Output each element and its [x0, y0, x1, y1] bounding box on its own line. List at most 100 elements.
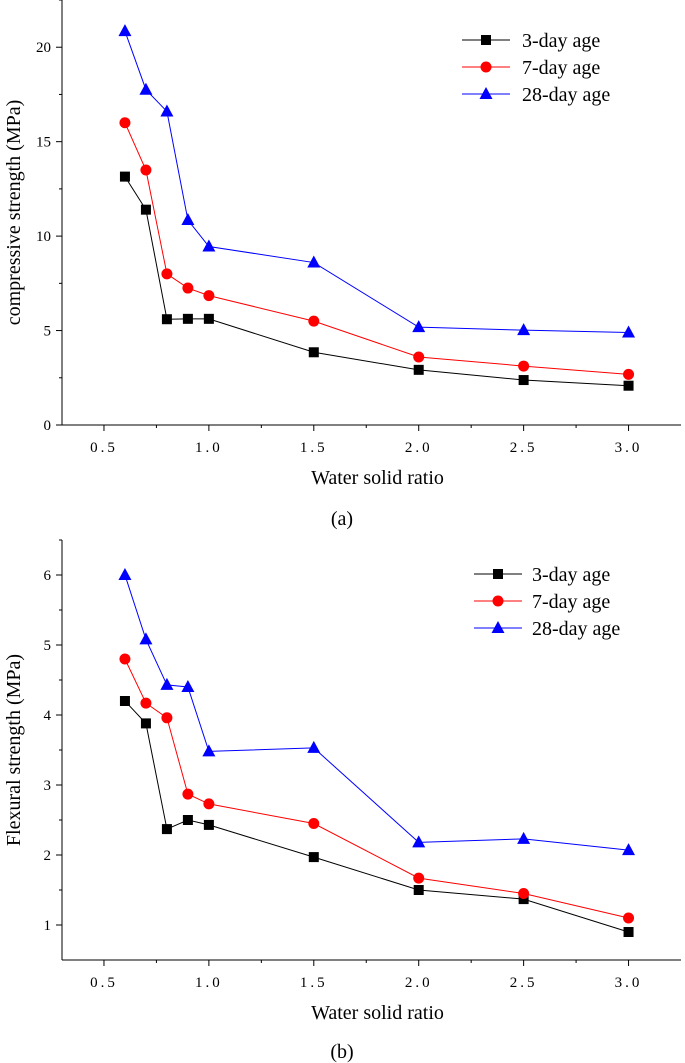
x-tick-label: 1.0: [195, 440, 223, 456]
data-point: [308, 852, 319, 863]
legend-label: 28-day age: [532, 618, 620, 640]
data-point: [203, 798, 215, 810]
y-tick-label: 6: [44, 568, 52, 584]
legend-entry: 3-day age: [474, 564, 610, 586]
legend-label: 3-day age: [532, 564, 610, 586]
y-tick-label: 15: [36, 135, 51, 151]
legend-marker: [491, 621, 505, 633]
data-point: [623, 912, 635, 924]
data-point: [161, 314, 172, 325]
data-point: [119, 696, 130, 706]
series-line: [124, 122, 629, 375]
data-point: [160, 677, 174, 690]
data-point: [622, 843, 636, 856]
data-point: [118, 24, 132, 37]
data-point: [182, 815, 193, 825]
data-point: [202, 744, 216, 757]
data-point: [307, 255, 321, 268]
x-tick-label: 2.5: [510, 975, 538, 991]
x-tick-label: 1.0: [195, 975, 223, 991]
series-7-day-age: [119, 117, 635, 380]
data-point: [139, 82, 153, 95]
chart-flexural: 0.5 1.0 1.5 2.0 2.5 3.0 1 2 3 4 5 6 Water solid rati…: [3, 539, 681, 1063]
data-point: [308, 315, 320, 327]
legend-entry: 7-day age: [474, 591, 610, 613]
y-tick-label: 10: [36, 229, 51, 245]
data-point: [413, 364, 424, 375]
data-point: [181, 680, 195, 692]
series-line: [124, 658, 629, 919]
x-tick-label: 0.5: [90, 975, 118, 991]
data-point: [517, 831, 531, 844]
legend-marker: [492, 595, 504, 607]
series-3-day-age: [119, 171, 634, 391]
figure-caption: (a): [331, 508, 353, 530]
x-axis-title: Water solid ratio: [311, 467, 444, 489]
data-point: [308, 818, 320, 829]
data-point: [119, 653, 131, 665]
y-tick-label: 0: [44, 418, 52, 434]
data-point: [161, 712, 173, 724]
y-tick-label: 2: [44, 848, 52, 864]
data-point: [412, 835, 426, 848]
data-point: [622, 325, 636, 338]
legend-entry: 3-day age: [462, 30, 600, 52]
data-point: [623, 927, 634, 937]
y-axis-title: Flexural strength (MPa): [3, 654, 25, 846]
data-point: [181, 213, 195, 226]
legend-marker: [480, 61, 492, 73]
legend-marker: [493, 569, 503, 579]
data-point: [518, 894, 529, 905]
x-tick-label: 1.5: [300, 975, 328, 991]
data-point: [182, 313, 193, 324]
data-point: [160, 104, 174, 117]
data-point: [413, 872, 425, 884]
data-point: [182, 788, 194, 800]
series-line: [124, 574, 629, 851]
data-point: [308, 347, 319, 358]
data-point: [623, 380, 634, 391]
y-tick-label: 20: [36, 40, 51, 56]
data-point: [623, 368, 635, 380]
chart-compressive: 0.5 1.0 1.5 2.0 2.5 3.0 0 5 10 15 20 Water solid ra…: [3, 0, 681, 530]
data-point: [140, 204, 151, 215]
data-point: [139, 632, 153, 645]
y-tick-label: 5: [44, 638, 52, 654]
x-tick-label: 2.5: [510, 440, 538, 456]
series-28-day-age: [118, 24, 636, 338]
series-28-day-age: [118, 568, 636, 856]
y-axis-title: compressive strength (MPa): [3, 100, 25, 326]
legend-entry: 28-day age: [462, 84, 610, 106]
data-point: [518, 360, 530, 372]
y-tick-label: 3: [44, 778, 52, 794]
x-tick-label: 3.0: [615, 975, 643, 991]
series-line: [124, 700, 629, 933]
data-point: [412, 320, 426, 333]
legend-marker: [481, 35, 491, 45]
legend-entry: 28-day age: [474, 618, 620, 640]
x-axis-title: Water solid ratio: [311, 1002, 444, 1024]
y-tick-label: 5: [44, 324, 52, 340]
data-point: [518, 375, 529, 386]
data-point: [140, 697, 152, 709]
y-tick-label: 4: [44, 708, 52, 724]
data-point: [140, 718, 151, 729]
data-point: [182, 282, 194, 294]
x-tick-label: 2.0: [405, 440, 433, 456]
legend-label: 7-day age: [532, 591, 610, 613]
series-line: [124, 176, 629, 387]
data-point: [203, 313, 214, 324]
legend-label: 28-day age: [522, 84, 610, 106]
series-7-day-age: [119, 653, 635, 924]
data-point: [202, 239, 216, 252]
series-3-day-age: [119, 696, 634, 937]
data-point: [413, 885, 424, 895]
x-tick-label: 0.5: [90, 440, 118, 456]
data-point: [119, 171, 130, 182]
data-point: [161, 268, 173, 280]
data-point: [140, 164, 152, 176]
legend-marker: [479, 87, 493, 99]
data-point: [161, 824, 172, 835]
data-point: [203, 819, 214, 830]
